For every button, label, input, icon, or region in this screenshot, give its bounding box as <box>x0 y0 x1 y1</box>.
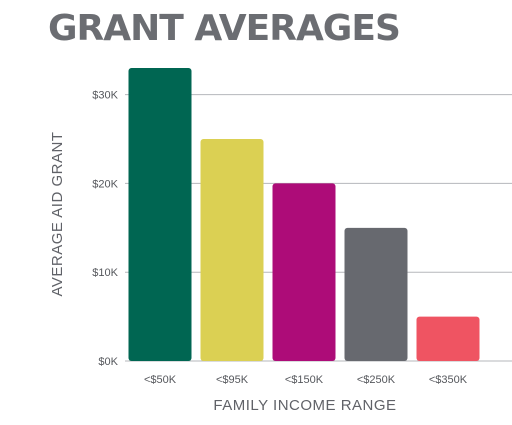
x-tick-label: <$350K <box>429 374 468 386</box>
x-tick-label: <$150K <box>285 374 324 386</box>
y-tick-label: $20K <box>92 178 118 190</box>
y-tick-label: $30K <box>92 90 118 102</box>
x-axis-label: FAMILY INCOME RANGE <box>213 397 396 414</box>
bar <box>272 183 336 361</box>
y-tick-label: $0K <box>98 356 118 368</box>
bar <box>200 139 264 361</box>
x-tick-label: <$250K <box>357 374 396 386</box>
x-tick-label: <$95K <box>216 374 249 386</box>
bar <box>416 316 480 361</box>
y-tick-label: $10K <box>92 267 118 279</box>
bar <box>344 227 408 361</box>
bar <box>128 68 192 361</box>
y-axis-label: AVERAGE AID GRANT <box>49 132 66 297</box>
chart-title: GRANT AVERAGES <box>48 8 401 49</box>
x-tick-label: <$50K <box>144 374 177 386</box>
